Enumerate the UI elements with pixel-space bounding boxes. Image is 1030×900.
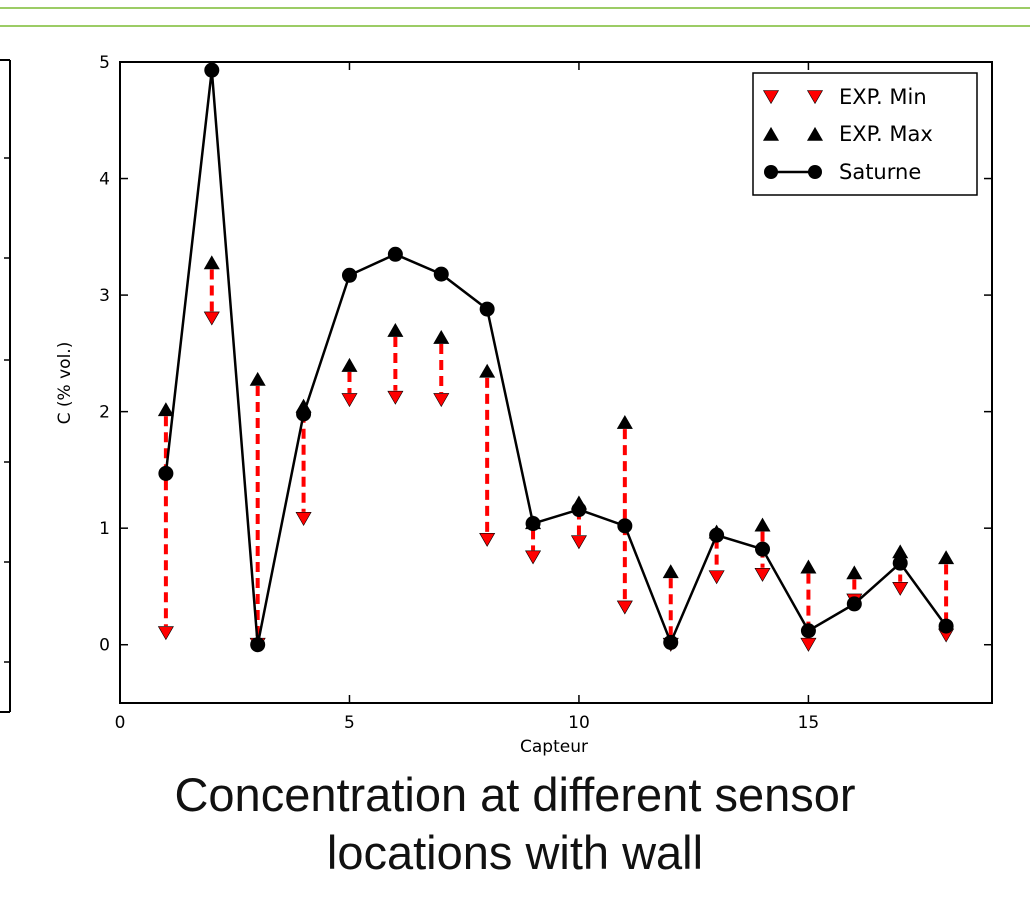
x-tick-label: 15	[798, 713, 820, 733]
saturne-point	[846, 596, 862, 612]
y-tick-label: 3	[99, 286, 110, 306]
exp-max-point	[203, 255, 220, 270]
y-tick-label: 1	[99, 519, 110, 539]
exp-max-point	[846, 565, 863, 580]
exp-max-point	[433, 329, 450, 344]
legend-max-marker	[806, 126, 824, 141]
exp-min-point	[479, 533, 496, 547]
saturne-point	[341, 267, 357, 283]
concentration-chart: 0 5 10 15 0 1 2 3 4 5 Capteur C (% vol.) EXP. Min…	[0, 53, 993, 757]
saturne-point	[158, 465, 174, 481]
saturne-point	[800, 623, 816, 639]
y-tick-label: 0	[99, 636, 110, 656]
saturne-point	[525, 516, 541, 532]
exp-min-point	[525, 550, 542, 565]
legend-label: Saturne	[839, 160, 921, 184]
exp-min-point	[157, 626, 174, 641]
exp-min-point	[387, 390, 404, 405]
header-rule-bottom	[0, 25, 1030, 27]
saturne-point	[433, 266, 449, 282]
exp-min-point	[295, 512, 312, 526]
exp-max-point	[479, 363, 496, 378]
y-tick-label: 5	[99, 53, 110, 73]
saturne-line	[164, 70, 948, 646]
legend-min-marker	[806, 90, 824, 105]
exp-max-point	[754, 517, 771, 532]
exp-min-point	[754, 567, 771, 582]
x-tick-label: 5	[344, 713, 355, 733]
caption-line-2: locations with wall	[326, 826, 704, 879]
exp-min-point	[616, 600, 633, 615]
exp-min-point	[433, 393, 450, 408]
exp-min-point	[708, 570, 725, 585]
legend-max-marker	[762, 126, 780, 141]
legend-saturne-marker	[808, 165, 822, 179]
left-cropped-panel	[0, 59, 11, 713]
chart-marks	[157, 62, 955, 653]
caption-line-1: Concentration at different sensor	[174, 768, 856, 821]
legend-box	[752, 72, 978, 196]
legend: EXP. Min EXP. Max Saturne	[752, 72, 978, 196]
exp-max-point	[387, 322, 404, 337]
saturne-point	[479, 301, 495, 317]
exp-min-point	[892, 581, 909, 596]
legend-saturne-marker	[764, 165, 778, 179]
exp-max-point	[157, 402, 174, 417]
exp-min-point	[341, 393, 358, 408]
exp-max-point	[249, 371, 266, 386]
x-axis-label: Capteur	[520, 737, 588, 757]
plot-frame	[119, 61, 993, 704]
saturne-point	[571, 502, 587, 518]
saturne-point	[755, 541, 771, 557]
saturne-point	[617, 518, 633, 534]
legend-min-marker	[762, 90, 780, 105]
legend-label: EXP. Max	[839, 122, 933, 146]
saturne-point	[204, 62, 220, 78]
y-tick-label: 2	[99, 403, 110, 423]
exp-max-point	[938, 550, 955, 565]
exp-max-point	[341, 357, 358, 372]
saturne-point	[938, 618, 954, 634]
saturne-point	[387, 246, 403, 262]
saturne-point	[250, 637, 266, 653]
exp-min-point	[203, 311, 220, 326]
legend-label: EXP. Min	[839, 85, 927, 109]
exp-max-point	[662, 564, 679, 579]
header-rule-top	[0, 7, 1030, 9]
saturne-point	[663, 634, 679, 650]
x-tick-label: 0	[115, 713, 126, 733]
saturne-point	[296, 406, 312, 422]
exp-min-point	[570, 535, 587, 550]
figure-caption: Concentration at different sensor locati…	[0, 766, 1030, 882]
x-tick-label: 10	[568, 713, 590, 733]
exp-max-point	[800, 559, 817, 574]
axes: 0 5 10 15 0 1 2 3 4 5	[99, 53, 993, 733]
y-tick-label: 4	[99, 170, 110, 190]
exp-max-point	[616, 415, 633, 429]
saturne-point	[892, 555, 908, 571]
saturne-point	[709, 527, 725, 543]
y-axis-label: C (% vol.)	[55, 342, 75, 425]
